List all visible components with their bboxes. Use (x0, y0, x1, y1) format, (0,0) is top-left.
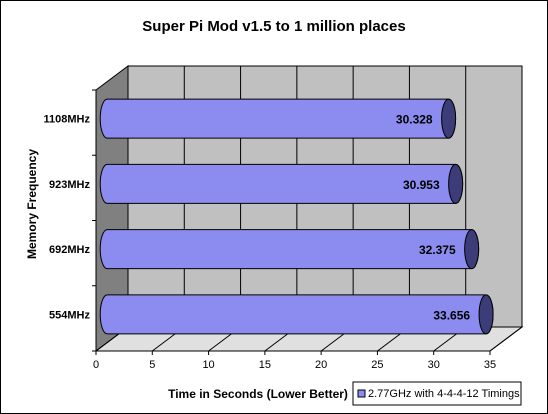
axes (92, 89, 491, 355)
bar-end-cap (464, 229, 480, 270)
legend-label: 2.77GHz with 4-4-4-12 Timings (368, 388, 520, 400)
x-tick-label: 5 (149, 359, 155, 371)
legend: 2.77GHz with 4-4-4-12 Timings (352, 381, 522, 406)
x-tick-label: 30 (428, 359, 440, 371)
x-tick-labels: 0 5 10 15 20 25 30 35 (93, 359, 496, 371)
bar (99, 229, 480, 270)
x-tick-label: 20 (315, 359, 327, 371)
data-label: 30.953 (403, 178, 440, 192)
x-tick-label: 35 (484, 359, 496, 371)
category-label: 1108MHz (44, 114, 91, 126)
floor-gridline (489, 326, 523, 352)
legend-box (352, 381, 522, 406)
category-label: 554MHz (49, 309, 90, 321)
data-label: 33.656 (433, 308, 470, 322)
bar (99, 163, 464, 204)
chart-title: Super Pi Mod v1.5 to 1 million places (142, 18, 405, 35)
y-axis-title: Memory Frequency (25, 149, 39, 259)
x-tick-label: 15 (259, 359, 271, 371)
legend-swatch (357, 389, 366, 398)
x-tick-label: 0 (93, 359, 99, 371)
data-labels: 33.656 32.375 30.953 30.328 (396, 113, 470, 323)
x-axis-title: Time in Seconds (Lower Better) (168, 387, 348, 401)
bars (99, 98, 494, 335)
category-label: 923MHz (49, 179, 90, 191)
bar-end-cap (448, 163, 464, 204)
x-tick-label: 25 (371, 359, 383, 371)
bar (99, 98, 457, 139)
bar (99, 294, 494, 335)
data-label: 30.328 (396, 113, 433, 127)
x-tick-label: 10 (202, 359, 214, 371)
bar-end-cap (441, 98, 457, 139)
data-label: 32.375 (419, 243, 456, 257)
bar-end-cap (478, 294, 494, 335)
category-label: 692MHz (49, 244, 90, 256)
category-labels: 554MHz 692MHz 923MHz 1108MHz (44, 114, 91, 322)
